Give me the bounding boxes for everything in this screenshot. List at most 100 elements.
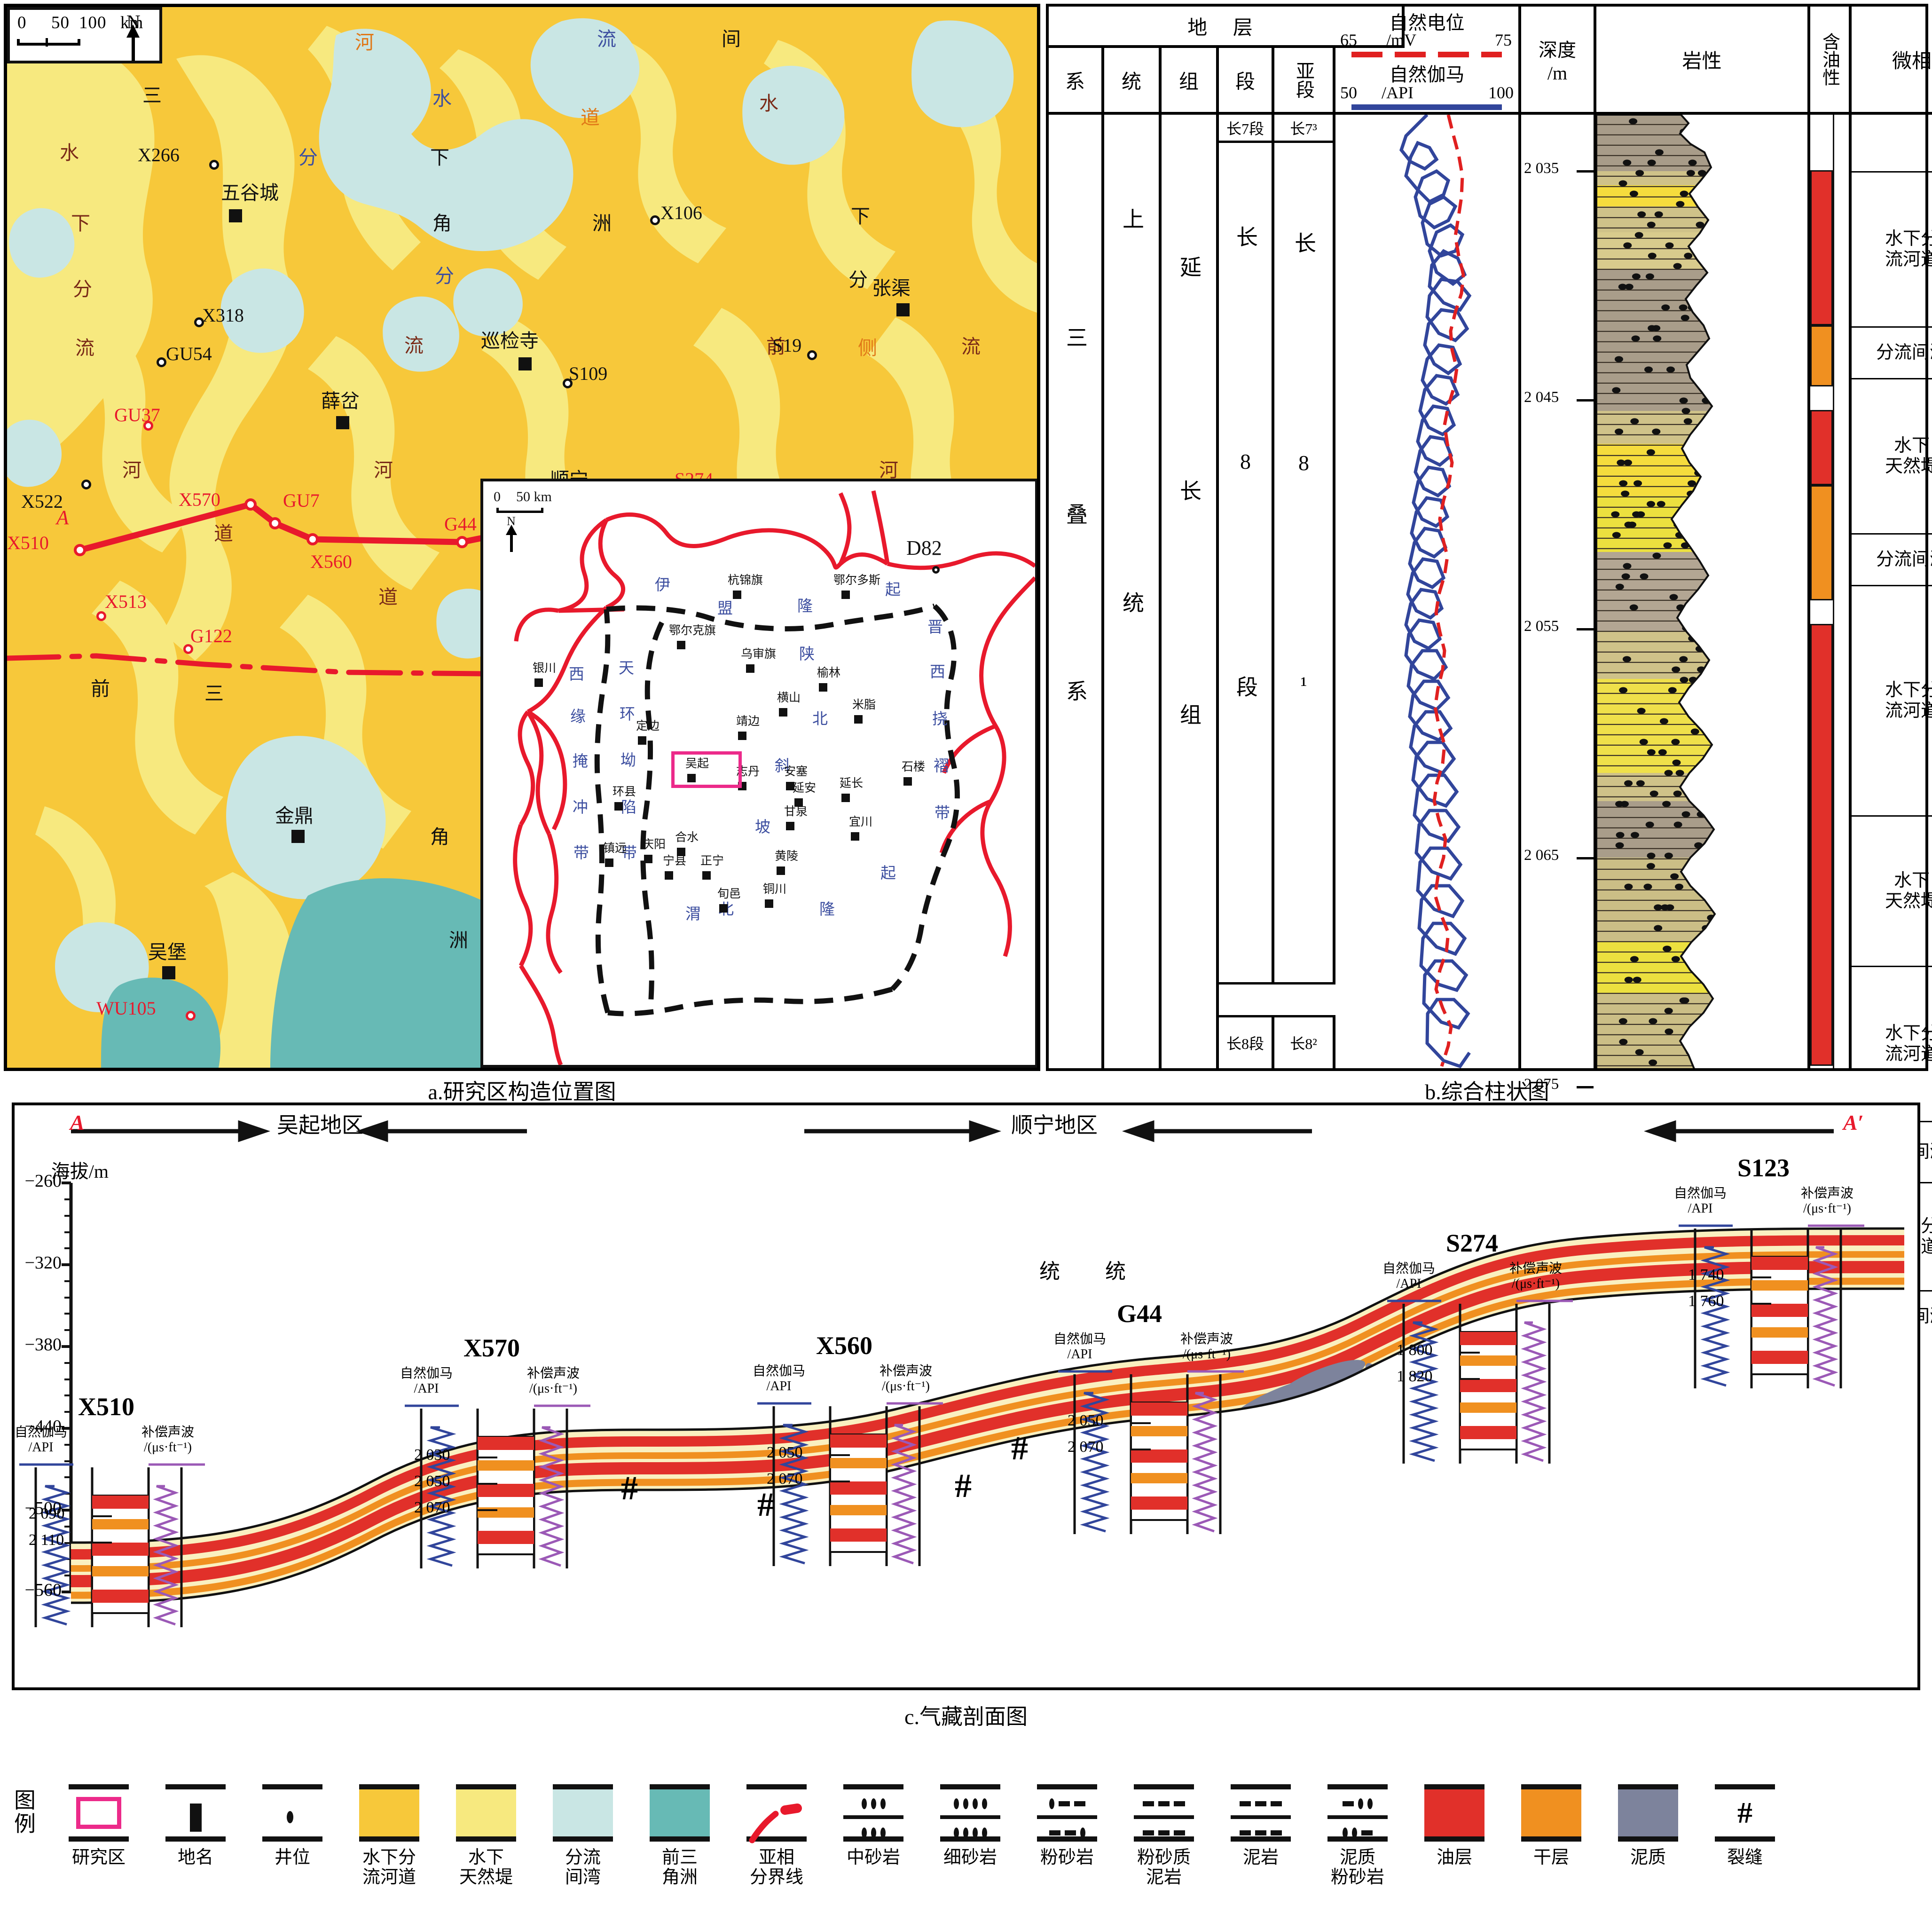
pattern-divider [843,1815,903,1819]
map-facies-label: 前 [766,336,785,357]
map-facies-label: 流 [404,335,424,356]
map-facies-label: 洲 [449,929,468,951]
section-ac-unit-label: 补偿声波 /(μs·ft⁻¹) [880,1364,933,1394]
section-depth-label: 1 760 [1688,1292,1724,1310]
cell-member-chang8-bottom: 长8段 [1219,1015,1274,1068]
column-grid: 地 层 系 统 组 段 亚段 自然电位 65 /mV 75 自然伽马 50 /A… [1046,4,1932,1326]
map-facies-label: 角 [432,213,452,234]
inset-structure-label: 斜 [775,758,790,775]
well-circle-icon [287,1811,293,1823]
section-well-marker-icon [456,536,468,548]
legend-swatch-color-swatch [1521,1784,1581,1842]
cell-submember-chang8-2: 长8² [1274,1015,1335,1068]
well-core-interval [1131,1402,1187,1416]
legend-item-label: 细砂岩 [943,1848,997,1867]
cell-submember-chang8-1: 长8¹ [1274,143,1335,985]
inset-structure-label: 北 [812,711,828,728]
map-facies-label: 河 [374,459,393,481]
section-ac-unit-label: 补偿声波 /(μs·ft⁻¹) [527,1366,580,1396]
pattern-glyph [1049,1798,1054,1809]
section-well-marker-icon [74,544,86,556]
section-depth-label: 2 070 [1068,1438,1104,1456]
well-marker-icon [81,480,91,489]
section-well-name: X560 [816,1331,872,1360]
well-core-interval [478,1531,534,1544]
pattern-glyph [1064,1830,1076,1835]
oil-bearing-bar [1810,325,1833,386]
pattern-glyph [1049,1830,1060,1835]
section-well-label: X510 [7,532,49,553]
scalebar-bar [17,39,80,46]
depth-tick-label: 2 035 [1524,160,1559,177]
section-y-tick: −500 [24,1498,62,1518]
legend-item: 干层 [1516,1784,1586,1868]
map-facies-label: 分 [298,147,318,168]
well-label: G122 [190,625,232,646]
inset-city-label: 旬邑 [717,888,741,900]
section-ac-unit-label: 补偿声波 /(μs·ft⁻¹) [1180,1332,1233,1362]
depth-tick-label: 2 065 [1524,847,1559,864]
depth-tick-mark [1577,399,1594,402]
section-well-label: X560 [310,551,352,572]
inset-structure-label: 带 [621,845,637,862]
inset-city-marker-icon [903,777,912,786]
header-member: 段 [1219,48,1274,115]
town-marker-icon [336,416,349,429]
pattern-divider [940,1815,1000,1819]
depth-tick-mark [1577,857,1594,859]
header-strata: 地 层 [1049,7,1405,48]
well-label: X522 [21,491,63,512]
depth-track: 2 035 2 045 2 055 2 065 2 075 [1521,115,1596,1093]
well-core-interval [92,1566,149,1576]
map-facies-label: 河 [879,459,898,481]
section-y-tick: −320 [24,1253,62,1273]
map-facies-label: 侧 [858,337,877,359]
inset-city-label: 横山 [777,692,801,704]
town-label: 巡检寺 [481,330,539,352]
inset-north-label: N [507,514,516,528]
pattern-glyph [1271,1830,1282,1835]
section-marker-a: A [70,1111,85,1134]
map-facies-label: 道 [581,107,600,128]
study-area-box [671,751,742,788]
section-y-tick: −560 [24,1580,62,1600]
well-marker-icon [563,378,573,388]
inset-city-label: 靖边 [736,715,760,728]
pattern-row [1134,1827,1194,1838]
well-label: X513 [105,591,147,612]
legend-item: 细砂岩 [935,1784,1005,1868]
legend-item: 地名 [160,1784,231,1868]
scalebar-50: 50 [51,13,70,32]
inset-city-marker-icon [786,782,794,790]
inset-city-label: 庆阳 [642,838,666,851]
town-marker-icon [229,209,242,222]
well-label: GU54 [166,343,212,364]
well-ac-curve [891,1424,917,1565]
town-label: 五谷城 [221,182,279,204]
well-core-interval [92,1590,149,1603]
scalebar-0: 0 [17,13,27,32]
legend-item: 泥质 粉砂岩 [1322,1784,1393,1888]
pattern-row [1037,1827,1097,1838]
cell-formation: 延长组 [1162,115,1219,1068]
pattern-glyph [1143,1830,1154,1835]
legend-item: 水下 天然堤 [451,1784,521,1888]
inset-city-marker-icon [614,802,623,811]
section-marker-a-prime: A′ [1843,1111,1864,1134]
map-facies-label: 下 [430,147,449,168]
legend-item-label: 水下分 流河道 [362,1848,416,1887]
well-core-interval [478,1484,534,1497]
legend-title: 图 例 [14,1788,36,1836]
study-area-box-icon [76,1797,121,1829]
section-endpoint-a: A [56,507,69,529]
inset-city-label: 环县 [613,786,636,798]
section-gr-unit-label: 自然伽马 /API [753,1364,806,1394]
lithology-track: 1 [1596,115,1810,1068]
well-core-interval [1751,1280,1808,1291]
inset-structure-label: 盟 [717,600,733,617]
legend-swatch-pattern-mudstone [1231,1784,1291,1842]
section-well-name: X510 [78,1393,134,1421]
legend-item: 前三 角洲 [644,1784,715,1888]
inset-structure-label: 缘 [570,709,586,725]
